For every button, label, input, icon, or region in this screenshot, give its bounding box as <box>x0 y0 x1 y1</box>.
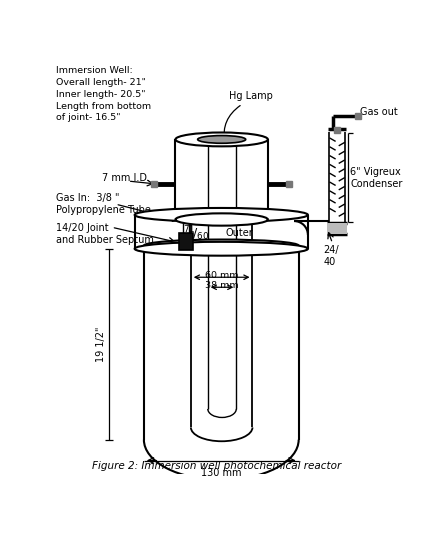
Text: Gas out: Gas out <box>360 107 398 117</box>
Ellipse shape <box>135 208 308 222</box>
Text: 60 mm: 60 mm <box>205 271 238 280</box>
Ellipse shape <box>144 239 299 252</box>
Text: $^{71}\!/_{60}$: $^{71}\!/_{60}$ <box>183 224 210 243</box>
Text: Hg Lamp: Hg Lamp <box>230 91 273 101</box>
Text: 14/20 Joint
and Rubber Septum: 14/20 Joint and Rubber Septum <box>56 223 154 245</box>
Text: Immersion Well:
Overall length- 21"
Inner length- 20.5"
Length from bottom
of jo: Immersion Well: Overall length- 21" Inne… <box>56 66 151 123</box>
Text: 19 1/2": 19 1/2" <box>96 327 106 362</box>
Bar <box>327 223 347 234</box>
Text: Figure 2: Immersion well photochemical reactor: Figure 2: Immersion well photochemical r… <box>92 461 341 471</box>
Text: 7 mm I.D.: 7 mm I.D. <box>102 173 149 183</box>
Bar <box>179 233 193 251</box>
Ellipse shape <box>135 242 308 256</box>
Ellipse shape <box>176 213 268 225</box>
Text: 6" Vigreux
Condenser: 6" Vigreux Condenser <box>350 167 403 189</box>
Text: Gas In:  3/8 "
Polypropylene Tube: Gas In: 3/8 " Polypropylene Tube <box>56 193 151 215</box>
Text: 130 mm: 130 mm <box>201 468 241 478</box>
Ellipse shape <box>176 133 268 147</box>
Text: 24/
40: 24/ 40 <box>323 245 339 266</box>
Text: 38 mm: 38 mm <box>205 281 238 290</box>
Text: Outer: Outer <box>225 228 253 238</box>
Ellipse shape <box>197 135 246 143</box>
